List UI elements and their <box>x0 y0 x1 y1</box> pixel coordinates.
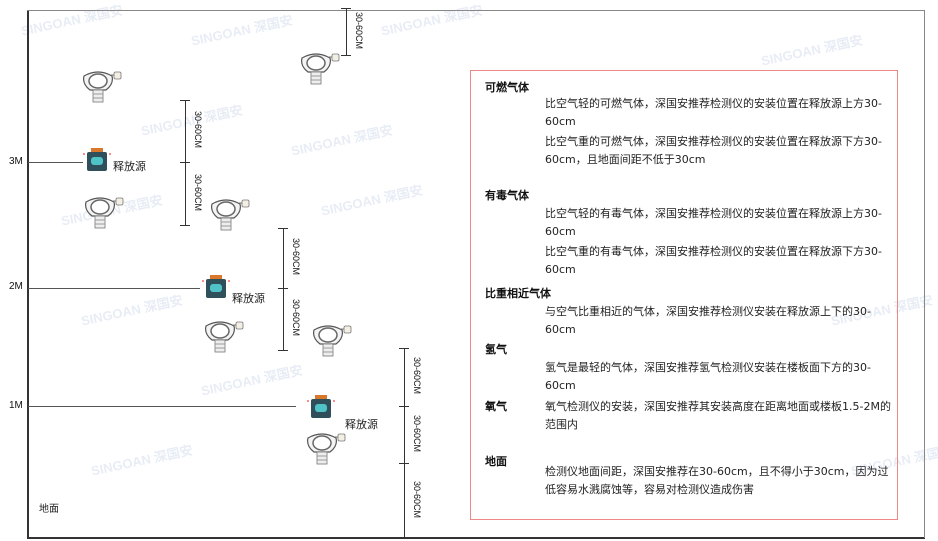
watermark: SINGOAN 深国安 <box>289 122 394 159</box>
dimension-label: 30-60CM <box>193 173 203 211</box>
section-paragraph: 比空气轻的有毒气体，深国安推荐检测仪的安装位置在释放源上方30-60cm <box>545 207 882 238</box>
level-line <box>28 406 296 407</box>
release-source-icon <box>307 395 335 419</box>
dimension-label: 30-60CM <box>354 11 364 49</box>
gas-detector-icon <box>308 324 352 358</box>
dimension-tick <box>180 162 190 163</box>
dimension-label: 30-60CM <box>412 480 422 518</box>
level-line <box>28 162 83 163</box>
dimension-tick <box>341 55 351 56</box>
dimension-tick <box>341 8 351 9</box>
dimension-label: 30-60CM <box>291 299 301 337</box>
watermark: SINGOAN 深国安 <box>79 292 184 329</box>
ceiling-line <box>27 10 925 11</box>
release-source-label: 释放源 <box>232 292 265 305</box>
gas-detector-icon <box>206 198 250 232</box>
watermark: SINGOAN 深国安 <box>759 32 864 69</box>
dimension-tick <box>278 228 288 229</box>
dimension-tick <box>399 406 409 407</box>
level-2m: 2M <box>9 281 23 292</box>
dimension-line <box>283 288 284 350</box>
floor-line <box>27 537 925 539</box>
dimension-tick <box>180 225 190 226</box>
level-3m: 3M <box>9 156 23 167</box>
dimension-tick <box>278 350 288 351</box>
dimension-tick <box>180 100 190 101</box>
dimension-line <box>185 100 186 162</box>
section-title: 地面 <box>485 455 507 468</box>
section-paragraph: 比空气轻的可燃气体，深国安推荐检测仪的安装位置在释放源上方30-60cm <box>545 97 882 128</box>
dimension-label: 30-60CM <box>412 414 422 452</box>
watermark: SINGOAN 深国安 <box>189 12 294 49</box>
release-source-label: 释放源 <box>113 160 146 173</box>
gas-detector-icon <box>296 52 340 86</box>
section-title: 氢气 <box>485 343 507 356</box>
dimension-tick <box>278 288 288 289</box>
gas-detector-icon <box>78 70 122 104</box>
release-source-icon <box>83 148 111 172</box>
section-paragraph: 检测仪地面间距，深国安推荐在30-60cm，且不得小于30cm，因为过低容易水溅… <box>545 465 889 496</box>
level-line <box>28 288 200 289</box>
section-paragraph: 比空气重的可燃气体，深国安推荐检测仪的安装位置在释放源下方30-60cm，且地面… <box>545 135 882 166</box>
recommendation-panel: 可燃气体比空气轻的可燃气体，深国安推荐检测仪的安装位置在释放源上方30-60cm… <box>470 70 898 520</box>
dimension-tick <box>399 348 409 349</box>
level-1m: 1M <box>9 400 23 411</box>
dimension-line <box>404 463 405 538</box>
dimension-label: 30-60CM <box>291 238 301 276</box>
dimension-label: 30-60CM <box>412 357 422 395</box>
gas-detector-icon <box>80 196 124 230</box>
section-paragraph: 与空气比重相近的气体，深国安推荐检测仪安装在释放源上下的30-60cm <box>545 305 871 336</box>
section-title: 有毒气体 <box>485 189 529 202</box>
dimension-line <box>404 348 405 406</box>
release-source-label: 释放源 <box>345 418 378 431</box>
section-title: 比重相近气体 <box>485 287 551 300</box>
watermark: SINGOAN 深国安 <box>139 102 244 139</box>
section-paragraph: 比空气重的有毒气体，深国安推荐检测仪的安装位置在释放源下方30-60cm <box>545 245 882 276</box>
section-paragraph: 氢气是最轻的气体，深国安推荐氢气检测仪安装在楼板面下方的30-60cm <box>545 361 871 392</box>
watermark: SINGOAN 深国安 <box>379 2 484 39</box>
release-source-icon <box>202 275 230 299</box>
dimension-line <box>346 8 347 55</box>
gas-detector-icon <box>200 320 244 354</box>
ground-label: 地面 <box>39 504 59 515</box>
section-title: 可燃气体 <box>485 81 529 94</box>
section-paragraph: 氧气检测仪的安装，深国安推荐其安装高度在距离地面或楼板1.5-2M的范围内 <box>545 400 891 431</box>
dimension-tick <box>399 463 409 464</box>
dimension-line <box>185 162 186 225</box>
dimension-line <box>404 406 405 463</box>
dimension-label: 30-60CM <box>193 111 203 149</box>
section-title: 氧气 <box>485 400 507 413</box>
right-wall-line <box>924 10 925 538</box>
wall-line <box>27 10 29 538</box>
dimension-tick <box>399 538 409 539</box>
dimension-line <box>283 228 284 288</box>
watermark: SINGOAN 深国安 <box>89 442 194 479</box>
watermark: SINGOAN 深国安 <box>19 2 124 39</box>
gas-detector-icon <box>302 432 346 466</box>
watermark: SINGOAN 深国安 <box>319 182 424 219</box>
watermark: SINGOAN 深国安 <box>199 362 304 399</box>
